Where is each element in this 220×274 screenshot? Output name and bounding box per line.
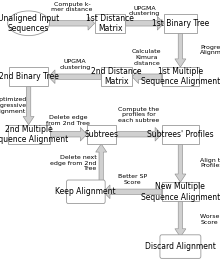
- Text: Delete next
edge from 2nd
Tree: Delete next edge from 2nd Tree: [50, 155, 97, 171]
- Polygon shape: [175, 33, 186, 67]
- Text: Subtrees: Subtrees: [84, 130, 118, 139]
- Text: Unaligned Input
Sequences: Unaligned Input Sequences: [0, 14, 59, 33]
- Polygon shape: [116, 127, 162, 141]
- Text: Keep Alignment: Keep Alignment: [55, 187, 116, 196]
- Text: Progressive
Alignment: Progressive Alignment: [200, 45, 220, 55]
- Polygon shape: [50, 16, 95, 30]
- Polygon shape: [23, 86, 34, 125]
- Text: New Multiple
Sequence Alignment: New Multiple Sequence Alignment: [141, 182, 220, 201]
- Text: Compute k-
mer distance: Compute k- mer distance: [51, 2, 93, 12]
- FancyBboxPatch shape: [101, 67, 132, 86]
- Text: UPGMA
clustering: UPGMA clustering: [59, 59, 90, 70]
- FancyBboxPatch shape: [9, 67, 48, 86]
- Text: 2nd Binary Tree: 2nd Binary Tree: [0, 72, 59, 81]
- Text: Optimized
Progressive
Alignment: Optimized Progressive Alignment: [0, 97, 26, 114]
- Text: 1st Binary Tree: 1st Binary Tree: [152, 19, 209, 28]
- Text: Subtrees' Profiles: Subtrees' Profiles: [147, 130, 214, 139]
- Text: UPGMA
clustering: UPGMA clustering: [129, 6, 160, 16]
- Polygon shape: [175, 144, 186, 182]
- Text: 2nd Distance
Matrix: 2nd Distance Matrix: [91, 67, 142, 86]
- Polygon shape: [48, 70, 101, 84]
- Text: 1st Distance
Matrix: 1st Distance Matrix: [86, 14, 134, 33]
- Text: Compute the
profiles for
each subtree: Compute the profiles for each subtree: [118, 107, 159, 123]
- Text: 2nd Multiple
Sequence Alignment: 2nd Multiple Sequence Alignment: [0, 125, 68, 144]
- Ellipse shape: [8, 11, 50, 36]
- FancyBboxPatch shape: [95, 14, 125, 33]
- FancyBboxPatch shape: [160, 235, 201, 258]
- Polygon shape: [103, 185, 162, 199]
- FancyBboxPatch shape: [164, 14, 197, 33]
- Text: Worse SP
Score: Worse SP Score: [200, 214, 220, 225]
- FancyBboxPatch shape: [162, 182, 199, 201]
- Text: Better SP
Score: Better SP Score: [118, 174, 147, 185]
- Text: Calculate
Kimura
distance: Calculate Kimura distance: [132, 49, 162, 66]
- Polygon shape: [50, 127, 87, 141]
- FancyBboxPatch shape: [8, 125, 50, 144]
- Text: 1st Multiple
Sequence Alignment: 1st Multiple Sequence Alignment: [141, 67, 220, 86]
- FancyBboxPatch shape: [162, 125, 199, 144]
- Text: Discard Alignment: Discard Alignment: [145, 242, 216, 251]
- FancyBboxPatch shape: [87, 125, 116, 144]
- Polygon shape: [175, 201, 186, 237]
- Polygon shape: [96, 144, 107, 182]
- Text: Align the
Profiles: Align the Profiles: [200, 158, 220, 169]
- FancyBboxPatch shape: [66, 180, 105, 204]
- Polygon shape: [132, 70, 162, 84]
- Text: Delete edge
from 2nd Tree: Delete edge from 2nd Tree: [46, 115, 90, 126]
- Polygon shape: [125, 16, 164, 30]
- FancyBboxPatch shape: [162, 67, 199, 86]
